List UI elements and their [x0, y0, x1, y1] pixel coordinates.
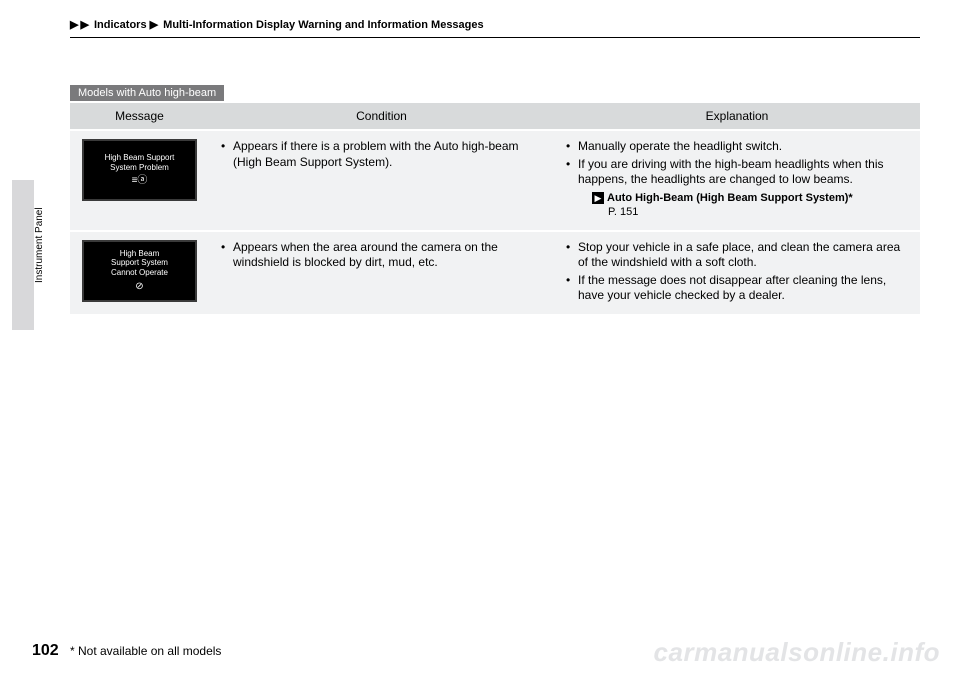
breadcrumb-sep-icon: ▶ — [150, 18, 158, 31]
display-line: High Beam Support — [105, 153, 175, 163]
header-rule — [70, 37, 920, 38]
display-icon: ≡ⓐ — [132, 175, 148, 187]
col-header-explanation: Explanation — [554, 103, 920, 129]
col-header-condition: Condition — [209, 103, 554, 129]
col-header-message: Message — [70, 103, 209, 129]
section-tag: Models with Auto high-beam — [70, 85, 224, 101]
breadcrumb-level1: Indicators — [94, 19, 147, 31]
display-line: Cannot Operate — [111, 268, 168, 278]
table-row: High Beam Support System Problem ≡ⓐ Appe… — [70, 131, 920, 230]
page-number: 102 — [32, 642, 59, 660]
xref-page: P. 151 — [578, 205, 908, 219]
explanation-item: If you are driving with the high-beam he… — [566, 157, 908, 220]
display-line: Support System — [111, 258, 168, 268]
breadcrumb: ▶▶ Indicators ▶ Multi-Information Displa… — [70, 18, 920, 31]
breadcrumb-sep-icon: ▶ — [80, 18, 88, 31]
condition-item: Appears if there is a problem with the A… — [221, 139, 542, 170]
display-line: System Problem — [110, 163, 169, 173]
side-tab-block — [12, 180, 34, 330]
explanation-item: Manually operate the headlight switch. — [566, 139, 908, 155]
condition-item: Appears when the area around the camera … — [221, 240, 542, 271]
explanation-item: Stop your vehicle in a safe place, and c… — [566, 240, 908, 271]
footnote: * Not available on all models — [70, 644, 221, 658]
breadcrumb-level2: Multi-Information Display Warning and In… — [163, 19, 483, 31]
explanation-item: If the message does not disappear after … — [566, 273, 908, 304]
dash-display: High Beam Support System Problem ≡ⓐ — [82, 139, 197, 201]
display-icon: ⊘ — [135, 281, 143, 293]
messages-table: Message Condition Explanation High Beam … — [70, 101, 920, 316]
breadcrumb-sep-icon: ▶ — [70, 18, 78, 31]
dash-display: High Beam Support System Cannot Operate … — [82, 240, 197, 302]
display-line: High Beam — [120, 249, 160, 259]
side-tab-label: Instrument Panel — [34, 180, 54, 310]
watermark: carmanualsonline.info — [654, 637, 940, 668]
xref-arrow-icon: ▶ — [592, 192, 604, 204]
table-row: High Beam Support System Cannot Operate … — [70, 232, 920, 314]
xref-label: Auto High-Beam (High Beam Support System… — [607, 192, 853, 204]
